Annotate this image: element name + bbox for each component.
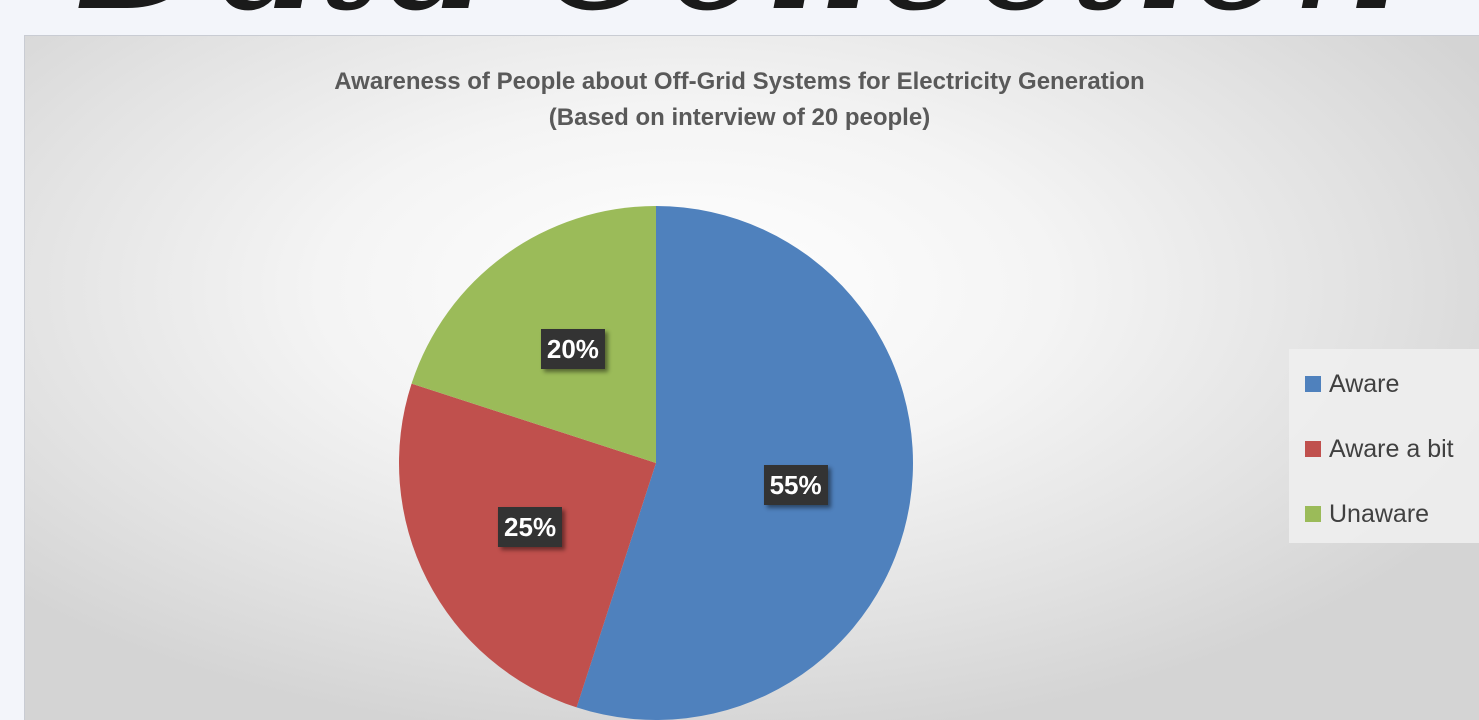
legend-swatch (1305, 506, 1321, 522)
chart-title-block: Awareness of People about Off-Grid Syste… (0, 64, 1479, 136)
legend-swatch (1305, 376, 1321, 392)
chart-title: Awareness of People about Off-Grid Syste… (334, 68, 1145, 95)
legend-swatch (1305, 441, 1321, 457)
legend-item-aware-a-bit: Aware a bit (1305, 434, 1454, 464)
chart-subtitle: (Based on interview of 20 people) (548, 104, 931, 131)
data-label-aware-a-bit: 25% (498, 507, 563, 548)
data-label-aware: 55% (763, 465, 828, 506)
legend-label: Aware a bit (1329, 434, 1454, 463)
pie-slice-unaware (411, 206, 656, 463)
legend-label: Unaware (1329, 499, 1430, 528)
legend-label: Aware (1329, 369, 1400, 398)
legend-item-unaware: Unaware (1305, 499, 1429, 529)
chart-legend: Aware Aware a bit Unaware (1289, 349, 1479, 543)
pie-slice-aware (576, 206, 914, 720)
data-label-unaware: 20% (540, 328, 605, 369)
legend-item-aware: Aware (1305, 369, 1399, 399)
